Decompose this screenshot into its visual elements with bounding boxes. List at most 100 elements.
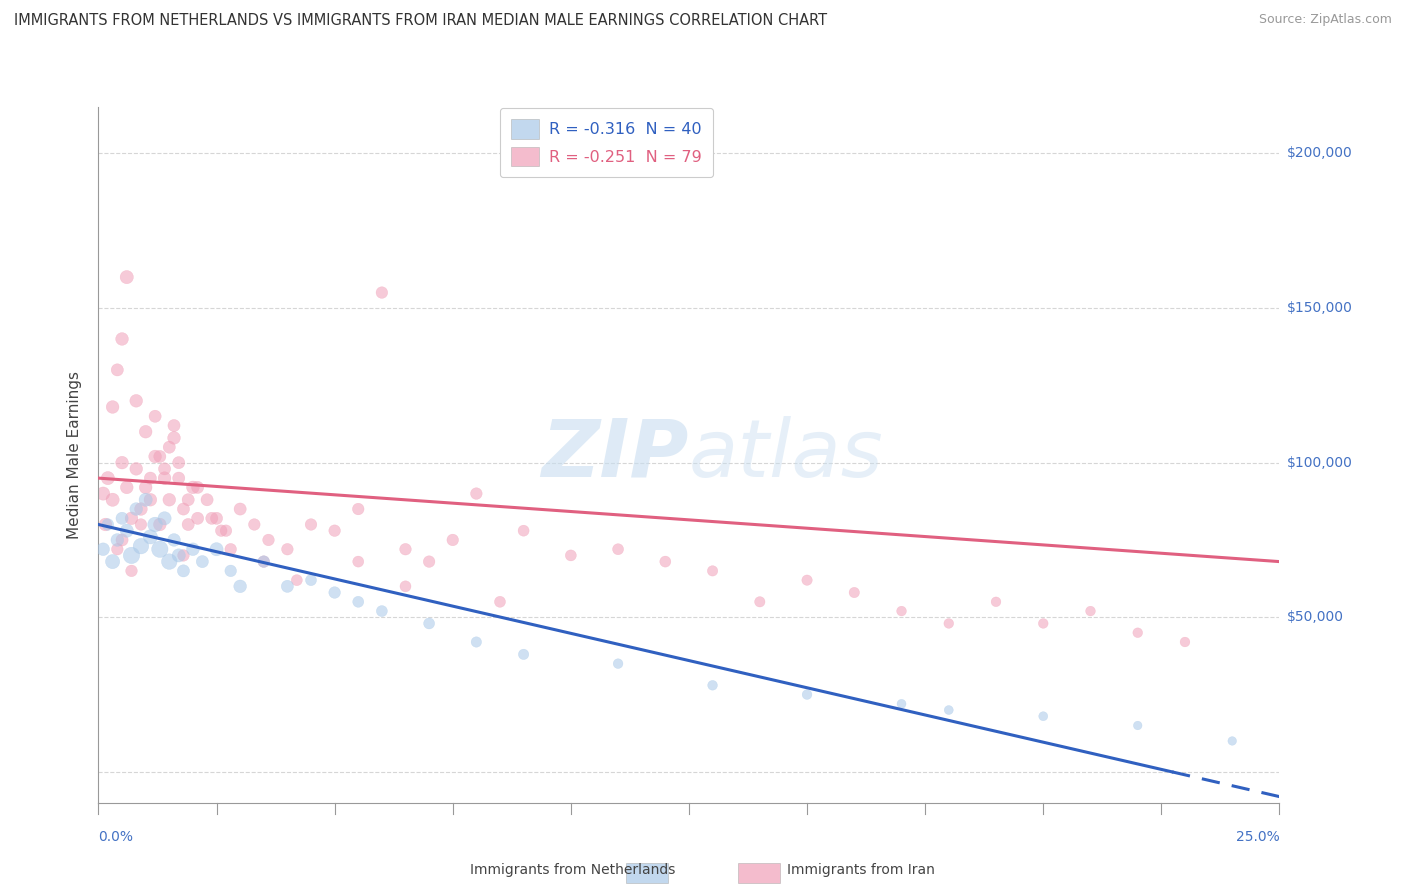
Point	[205, 542, 228, 557]
Point	[105, 542, 128, 557]
Point	[209, 524, 232, 538]
Point	[512, 648, 534, 662]
Point	[111, 332, 134, 346]
Point	[890, 604, 912, 618]
Point	[796, 573, 818, 587]
Point	[394, 579, 416, 593]
Text: ZIP: ZIP	[541, 416, 689, 494]
Point	[702, 678, 724, 692]
Point	[111, 511, 134, 525]
Text: IMMIGRANTS FROM NETHERLANDS VS IMMIGRANTS FROM IRAN MEDIAN MALE EARNINGS CORRELA: IMMIGRANTS FROM NETHERLANDS VS IMMIGRANT…	[14, 13, 827, 29]
Text: Source: ZipAtlas.com: Source: ZipAtlas.com	[1258, 13, 1392, 27]
Point	[299, 573, 322, 587]
Text: atlas: atlas	[689, 416, 884, 494]
Point	[101, 400, 124, 414]
Point	[441, 533, 464, 547]
Point	[149, 517, 172, 532]
Point	[135, 492, 157, 507]
Point	[125, 462, 148, 476]
Point	[215, 524, 238, 538]
Point	[748, 595, 770, 609]
Point	[115, 270, 138, 285]
Point	[181, 480, 204, 494]
Point	[187, 480, 209, 494]
Point	[121, 549, 143, 563]
Point	[201, 511, 224, 525]
Point	[97, 471, 120, 485]
Point	[299, 517, 322, 532]
Point	[229, 502, 252, 516]
Text: $150,000: $150,000	[1286, 301, 1353, 315]
Text: Immigrants from Iran: Immigrants from Iran	[787, 863, 935, 877]
Point	[195, 492, 218, 507]
Point	[157, 492, 180, 507]
Point	[101, 555, 124, 569]
Point	[702, 564, 724, 578]
Point	[172, 502, 194, 516]
Point	[143, 450, 166, 464]
Point	[153, 511, 176, 525]
Point	[177, 517, 200, 532]
Point	[129, 502, 152, 516]
Point	[105, 363, 128, 377]
Text: 25.0%: 25.0%	[1236, 830, 1279, 844]
Point	[157, 555, 180, 569]
Y-axis label: Median Male Earnings: Median Male Earnings	[67, 371, 83, 539]
Text: $100,000: $100,000	[1286, 456, 1353, 470]
Point	[94, 517, 117, 532]
Point	[125, 502, 148, 516]
Text: $200,000: $200,000	[1286, 146, 1353, 161]
Point	[347, 502, 370, 516]
Point	[97, 517, 120, 532]
Legend: R = -0.316  N = 40, R = -0.251  N = 79: R = -0.316 N = 40, R = -0.251 N = 79	[499, 108, 713, 178]
Point	[1174, 635, 1197, 649]
Point	[394, 542, 416, 557]
Point	[167, 456, 190, 470]
Point	[163, 431, 186, 445]
Point	[984, 595, 1007, 609]
Point	[91, 542, 114, 557]
Point	[418, 616, 440, 631]
Point	[167, 471, 190, 485]
Point	[1220, 734, 1243, 748]
Point	[229, 579, 252, 593]
Point	[163, 533, 186, 547]
Point	[512, 524, 534, 538]
Point	[111, 533, 134, 547]
Point	[257, 533, 280, 547]
Point	[219, 542, 242, 557]
Point	[323, 524, 346, 538]
Text: $50,000: $50,000	[1286, 610, 1344, 624]
Point	[143, 409, 166, 424]
Point	[149, 542, 172, 557]
Point	[135, 425, 157, 439]
Point	[654, 555, 676, 569]
Point	[149, 450, 172, 464]
Point	[276, 579, 298, 593]
Text: 0.0%: 0.0%	[98, 830, 134, 844]
Point	[560, 549, 582, 563]
Point	[276, 542, 298, 557]
Point	[167, 549, 190, 563]
Point	[91, 486, 114, 500]
Point	[191, 555, 214, 569]
Point	[181, 542, 204, 557]
Point	[205, 511, 228, 525]
Point	[129, 539, 152, 553]
Point	[139, 471, 162, 485]
Point	[172, 549, 194, 563]
Point	[172, 564, 194, 578]
Point	[253, 555, 276, 569]
Point	[219, 564, 242, 578]
Point	[418, 555, 440, 569]
Point	[607, 657, 630, 671]
Point	[177, 492, 200, 507]
Point	[938, 616, 960, 631]
Point	[285, 573, 308, 587]
Point	[465, 635, 488, 649]
Point	[1032, 709, 1054, 723]
Point	[1032, 616, 1054, 631]
Point	[796, 688, 818, 702]
Point	[347, 595, 370, 609]
Point	[890, 697, 912, 711]
